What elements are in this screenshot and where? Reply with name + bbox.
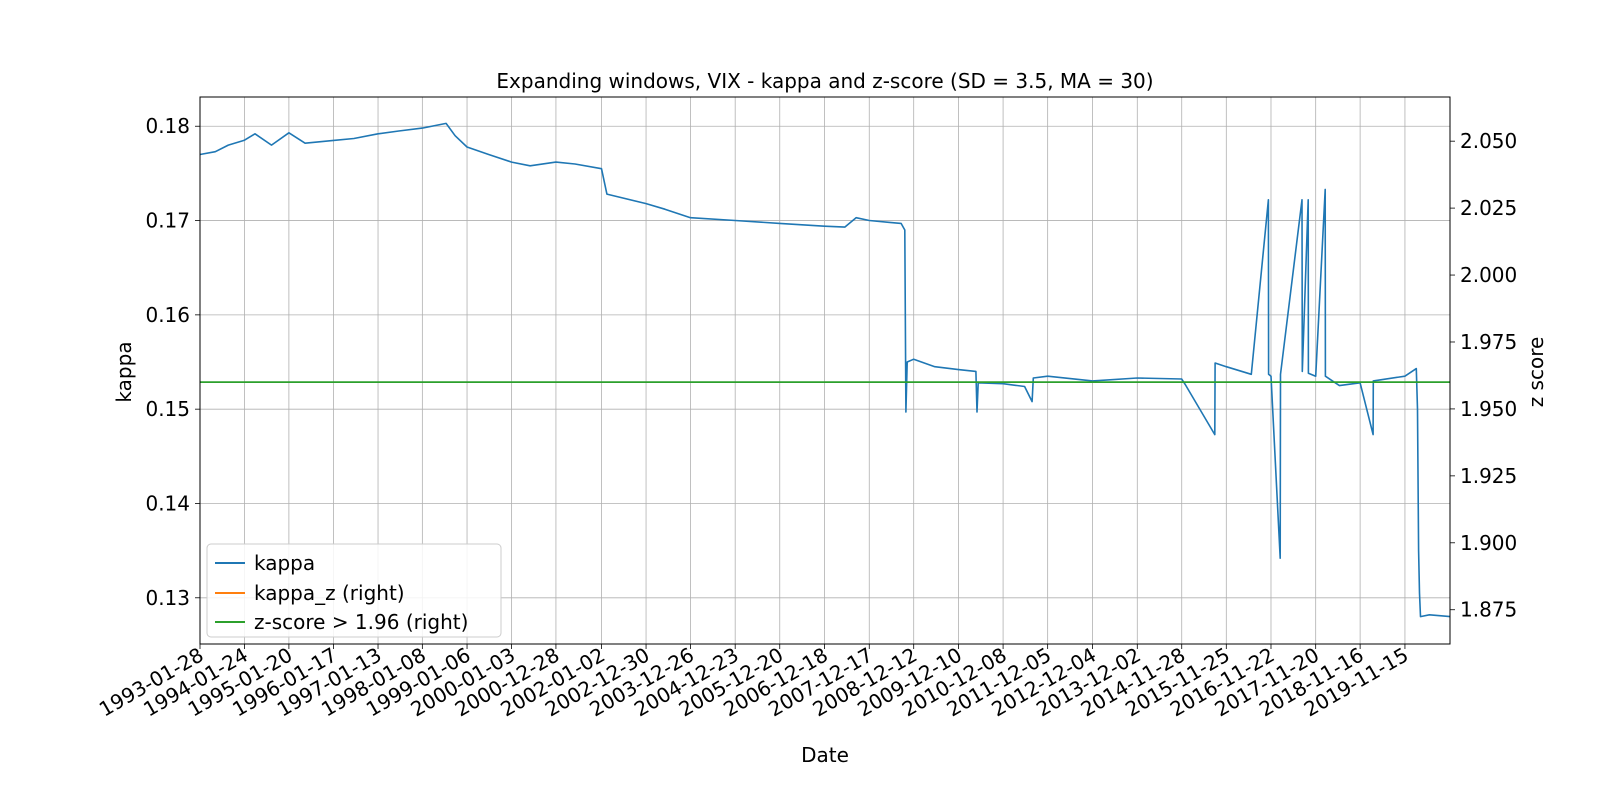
legend-label-threshold: z-score > 1.96 (right) bbox=[254, 610, 468, 634]
y-tick-label: 0.17 bbox=[145, 209, 190, 233]
legend-box bbox=[206, 543, 502, 638]
kappa-line bbox=[199, 122, 1451, 618]
y-right-tick-label: 2.050 bbox=[1460, 129, 1517, 153]
legend: kappa kappa_z (right) z-score > 1.96 (ri… bbox=[206, 543, 502, 638]
series-layer bbox=[199, 122, 1451, 618]
y-axis-right-label: z score bbox=[1524, 337, 1548, 408]
y-right-tick-label: 1.875 bbox=[1460, 598, 1517, 622]
x-axis-ticks: 1993-01-281994-01-241995-01-201996-01-17… bbox=[95, 643, 1413, 722]
chart-title: Expanding windows, VIX - kappa and z-sco… bbox=[496, 69, 1153, 93]
x-axis-label: Date bbox=[801, 743, 849, 767]
y-tick-label: 0.15 bbox=[145, 397, 190, 421]
y-right-tick-label: 2.000 bbox=[1460, 263, 1517, 287]
y-right-tick-label: 2.025 bbox=[1460, 196, 1517, 220]
y-axis-right-ticks: 1.875 1.900 1.925 1.950 1.975 2.000 2.025 2.050 bbox=[1450, 129, 1517, 622]
y-tick-label: 0.14 bbox=[145, 491, 190, 515]
plot-frame bbox=[199, 96, 1451, 645]
y-right-tick-label: 1.950 bbox=[1460, 397, 1517, 421]
grid bbox=[199, 97, 1450, 644]
y-axis-ticks: 0.13 0.14 0.15 0.16 0.17 0.18 bbox=[145, 114, 200, 610]
y-axis-label: kappa bbox=[112, 341, 136, 402]
y-right-tick-label: 1.900 bbox=[1460, 531, 1517, 555]
y-tick-label: 0.13 bbox=[145, 586, 190, 610]
y-right-tick-label: 1.975 bbox=[1460, 330, 1517, 354]
y-tick-label: 0.18 bbox=[145, 114, 190, 138]
legend-label-kappa: kappa bbox=[254, 551, 315, 575]
y-tick-label: 0.16 bbox=[145, 303, 190, 327]
y-right-tick-label: 1.925 bbox=[1460, 464, 1517, 488]
legend-label-kappa-z: kappa_z (right) bbox=[254, 581, 405, 605]
